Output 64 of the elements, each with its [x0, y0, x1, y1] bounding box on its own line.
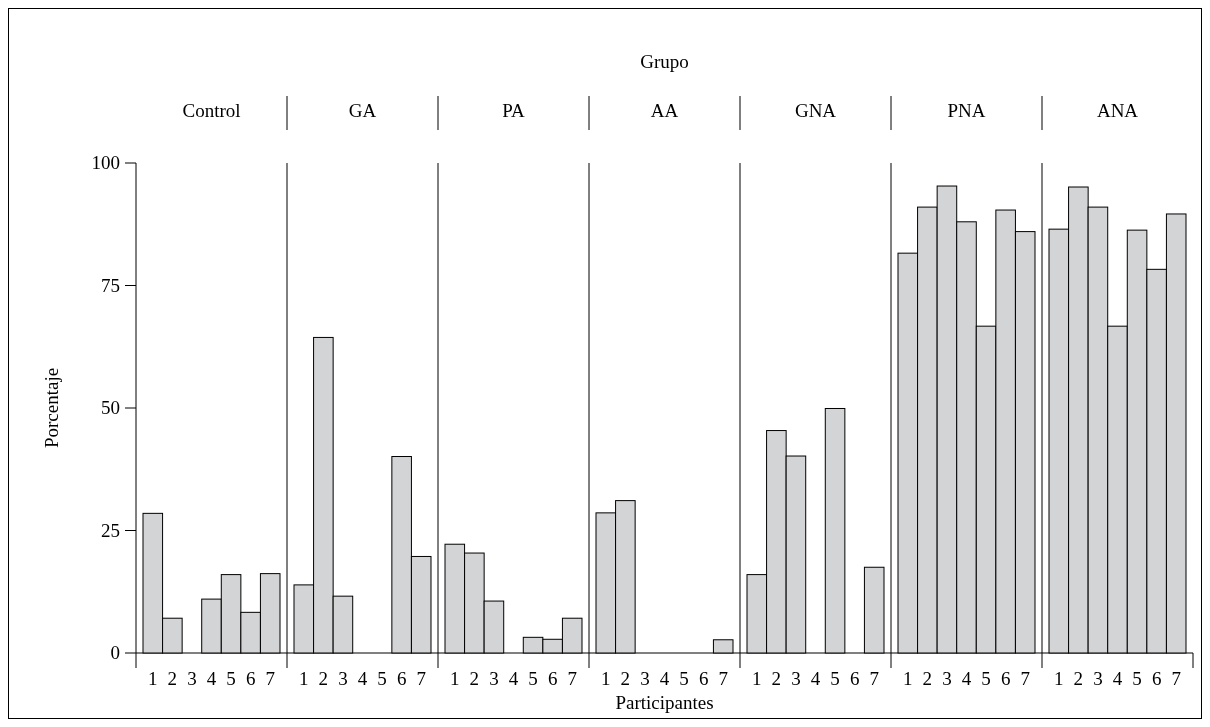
x-tick-label: 7 — [869, 668, 879, 689]
chart-title: GA — [348, 100, 377, 121]
x-tick-label: 1 — [299, 668, 309, 689]
x-tick-label: 7 — [265, 668, 275, 689]
x-tick-label: 5 — [377, 668, 387, 689]
x-tick-label: 4 — [961, 668, 972, 689]
x-tick-label: 6 — [849, 668, 860, 689]
x-tick-label: 4 — [1112, 668, 1123, 689]
x-tick-label: 4 — [357, 668, 368, 689]
x-tick-label: 5 — [679, 668, 689, 689]
chart-title: ANA — [1096, 100, 1139, 121]
x-tick-label: 2 — [771, 668, 782, 689]
y-tick-label: 25 — [101, 519, 120, 541]
x-tick-label: 1 — [903, 668, 913, 689]
x-tick-label: 2 — [318, 668, 329, 689]
x-tick-label: 3 — [791, 668, 801, 689]
x-tick-label: 3 — [942, 668, 952, 689]
x-tick-label: 2 — [922, 668, 933, 689]
x-tick-label: 6 — [396, 668, 407, 689]
x-tick-label: 4 — [810, 668, 821, 689]
x-tick-label: 3 — [1093, 668, 1103, 689]
x-tick-label: 3 — [489, 668, 499, 689]
chart-title: PA — [502, 100, 526, 121]
x-tick-label: 5 — [528, 668, 538, 689]
x-tick-label: 4 — [508, 668, 519, 689]
x-tick-label: 5 — [981, 668, 991, 689]
x-axis-title: Participantes — [615, 692, 714, 713]
x-tick-label: 3 — [640, 668, 650, 689]
y-tick-label: 75 — [101, 274, 120, 296]
x-tick-label: 3 — [338, 668, 348, 689]
x-tick-label: 2 — [469, 668, 480, 689]
y-tick-label: 50 — [101, 397, 120, 418]
x-tick-label: 7 — [1020, 668, 1030, 689]
x-tick-label: 1 — [1054, 668, 1064, 689]
chart-title: PNA — [947, 100, 986, 121]
x-tick-label: 7 — [718, 668, 728, 689]
x-tick-label: 4 — [206, 668, 217, 689]
x-tick-label: 7 — [416, 668, 426, 689]
x-tick-label: 1 — [450, 668, 460, 689]
x-tick-label: 6 — [547, 668, 558, 689]
x-tick-label: 2 — [620, 668, 631, 689]
chart-title: GNA — [794, 100, 837, 121]
y-axis-title: Porcentaje — [41, 367, 62, 449]
y-tick-label: 100 — [91, 152, 120, 173]
text: Grupo — [640, 51, 689, 72]
x-tick-label: 1 — [752, 668, 762, 689]
x-tick-label: 5 — [226, 668, 236, 689]
x-tick-label: 6 — [245, 668, 256, 689]
x-tick-label: 5 — [1132, 668, 1142, 689]
x-tick-label: 7 — [1171, 668, 1181, 689]
x-tick-label: 3 — [187, 668, 197, 689]
x-tick-label: 1 — [601, 668, 611, 689]
x-tick-label: 6 — [1000, 668, 1011, 689]
x-tick-label: 5 — [830, 668, 840, 689]
x-tick-label: 2 — [1073, 668, 1084, 689]
chart-title: Control — [182, 100, 241, 121]
x-tick-label: 2 — [167, 668, 178, 689]
x-tick-label: 4 — [659, 668, 670, 689]
x-tick-label: 6 — [1151, 668, 1162, 689]
y-tick-label: 0 — [110, 642, 120, 663]
x-tick-label: 7 — [567, 668, 577, 689]
chart-title: AA — [650, 100, 679, 121]
x-tick-label: 6 — [698, 668, 709, 689]
x-tick-label: 1 — [148, 668, 158, 689]
